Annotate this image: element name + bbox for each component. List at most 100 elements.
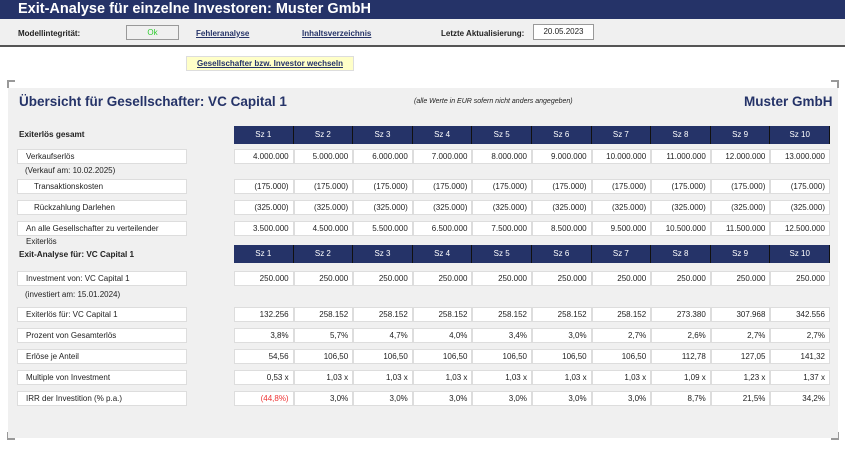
scenario-header: Sz 6: [532, 245, 592, 263]
value-cell: (175.000): [234, 179, 294, 194]
value-cell: 307.968: [710, 307, 771, 322]
row-label: IRR der Investition (% p.a.): [17, 391, 187, 406]
section-title-exit-analysis: Exit-Analyse für: VC Capital 1: [19, 250, 135, 259]
integrity-label: Modellintegrität:: [18, 29, 81, 38]
last-update-field[interactable]: 20.05.2023: [533, 24, 594, 40]
row-label: Erlöse je Anteil: [17, 349, 187, 364]
value-cell: 4.500.000: [293, 221, 354, 236]
value-cell: 11.000.000: [651, 149, 711, 164]
value-cell: (325.000): [472, 200, 532, 215]
value-cell: 106,50: [412, 349, 473, 364]
value-cell: 4,0%: [412, 328, 473, 343]
value-cell: (325.000): [234, 200, 294, 215]
scenario-header: Sz 7: [591, 126, 652, 144]
value-cell: (175.000): [472, 179, 532, 194]
sale-date: (Verkauf am: 10.02.2025): [25, 166, 116, 175]
integrity-status: Ok: [126, 25, 179, 40]
value-cell: 3,4%: [472, 328, 532, 343]
value-cell: 9.500.000: [591, 221, 652, 236]
title-bar: Exit-Analyse für einzelne Investoren: Mu…: [0, 0, 845, 19]
value-cell: (325.000): [710, 200, 771, 215]
error-analysis-link[interactable]: Fehleranalyse: [196, 29, 250, 38]
value-cell: 258.152: [293, 307, 354, 322]
scenario-header: Sz 8: [651, 126, 711, 144]
value-cell: 3.500.000: [234, 221, 294, 236]
value-cell: 6.500.000: [412, 221, 473, 236]
toc-link[interactable]: Inhaltsverzeichnis: [302, 29, 372, 38]
scenario-header: Sz 10: [770, 245, 830, 263]
value-cell: 3,0%: [532, 328, 592, 343]
section-title-exit-total: Exiterlös gesamt: [19, 130, 85, 139]
value-cell: 250.000: [472, 271, 532, 286]
value-cell: (175.000): [770, 179, 830, 194]
value-cell: 258.152: [353, 307, 413, 322]
value-cell: 0,53 x: [234, 370, 294, 385]
value-cell: (175.000): [412, 179, 473, 194]
row-label: Transaktionskosten: [17, 179, 187, 194]
value-cell: 13.000.000: [770, 149, 830, 164]
investment-date: (investiert am: 15.01.2024): [25, 290, 121, 299]
value-cell: 250.000: [412, 271, 473, 286]
corner-mark: [831, 432, 839, 440]
row-label: Investment von: VC Capital 1: [17, 271, 187, 286]
scenario-header: Sz 3: [353, 126, 413, 144]
value-cell: 127,05: [710, 349, 771, 364]
value-cell: 258.152: [591, 307, 652, 322]
scenario-header: Sz 1: [234, 245, 294, 263]
value-cell: 106,50: [532, 349, 592, 364]
value-cell: 10.500.000: [651, 221, 711, 236]
last-update-label: Letzte Aktualisierung:: [441, 29, 525, 38]
value-cell: 250.000: [293, 271, 354, 286]
scenario-header: Sz 4: [412, 245, 473, 263]
value-cell: 1,23 x: [710, 370, 771, 385]
scenario-header: Sz 8: [651, 245, 711, 263]
value-cell: 132.256: [234, 307, 294, 322]
row-label: An alle Gesellschafter zu verteilender E…: [17, 221, 187, 246]
value-cell: 106,50: [591, 349, 652, 364]
value-cell: 11.500.000: [710, 221, 771, 236]
value-cell: 5.000.000: [293, 149, 354, 164]
value-cell: 7.500.000: [472, 221, 532, 236]
row-label: Exiterlös für: VC Capital 1: [17, 307, 187, 322]
value-cell: 4.000.000: [234, 149, 294, 164]
value-cell: 106,50: [293, 349, 354, 364]
value-cell: 1,09 x: [651, 370, 711, 385]
value-cell: 1,03 x: [293, 370, 354, 385]
scenario-header: Sz 9: [710, 245, 771, 263]
value-cell: (325.000): [353, 200, 413, 215]
value-cell: 258.152: [412, 307, 473, 322]
scenario-header: Sz 7: [591, 245, 652, 263]
value-cell: 12.500.000: [770, 221, 830, 236]
value-cell: 8,7%: [651, 391, 711, 406]
row-label: Rückzahlung Darlehen: [17, 200, 187, 215]
value-cell: 258.152: [532, 307, 592, 322]
value-cell: 8.500.000: [532, 221, 592, 236]
value-cell: (175.000): [353, 179, 413, 194]
value-cell: 5,7%: [293, 328, 354, 343]
value-cell: (325.000): [532, 200, 592, 215]
value-cell: 6.000.000: [353, 149, 413, 164]
value-cell: 106,50: [353, 349, 413, 364]
value-cell: (175.000): [591, 179, 652, 194]
value-cell: (325.000): [591, 200, 652, 215]
value-cell: 2,7%: [770, 328, 830, 343]
value-cell: 250.000: [234, 271, 294, 286]
toolbar: Modellintegrität: Ok Fehleranalyse Inhal…: [0, 19, 845, 47]
value-cell: 3,0%: [591, 391, 652, 406]
scenario-header: Sz 6: [532, 126, 592, 144]
value-cell: 1,03 x: [591, 370, 652, 385]
value-cell: (175.000): [532, 179, 592, 194]
value-cell: (325.000): [293, 200, 354, 215]
value-cell: 250.000: [770, 271, 830, 286]
value-cell: 2,7%: [591, 328, 652, 343]
value-cell: (325.000): [651, 200, 711, 215]
value-cell: 4,7%: [353, 328, 413, 343]
value-cell: 34,2%: [770, 391, 830, 406]
row-label: Verkaufserlös: [17, 149, 187, 164]
value-cell: 12.000.000: [710, 149, 771, 164]
corner-mark: [831, 80, 839, 88]
value-cell: 250.000: [710, 271, 771, 286]
value-cell: 250.000: [651, 271, 711, 286]
switch-investor-button[interactable]: Gesellschafter bzw. Investor wechseln: [186, 56, 354, 71]
value-cell: 273.380: [651, 307, 711, 322]
